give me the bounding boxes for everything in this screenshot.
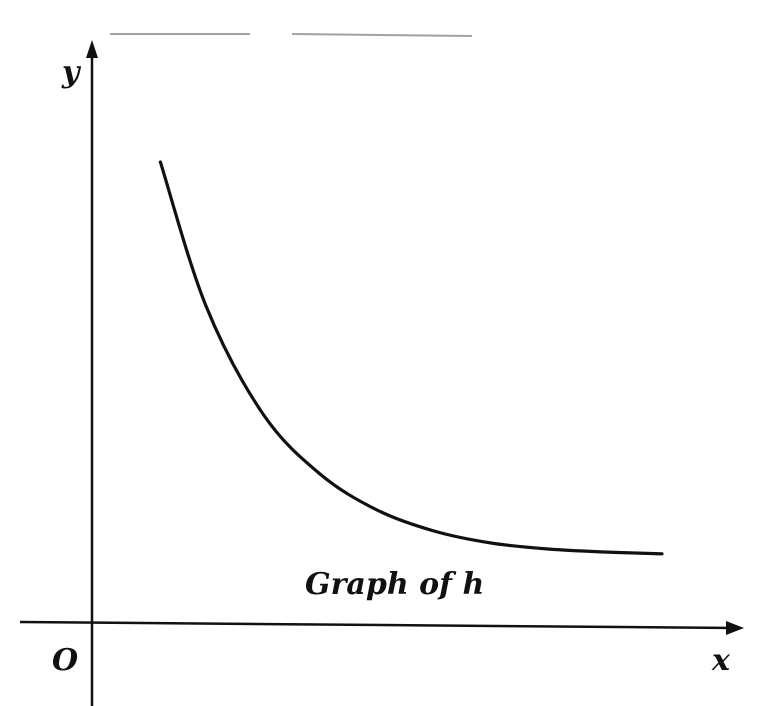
y-axis-arrow-icon — [86, 40, 98, 58]
origin-label: O — [52, 643, 78, 678]
y-axis-letter: y — [61, 55, 82, 90]
graph-of-h-curve — [158, 160, 664, 556]
x-axis-arrow-icon — [726, 621, 744, 635]
x-axis-letter: x — [711, 643, 731, 678]
x-axis — [19, 620, 736, 630]
scan-mark-right — [291, 33, 473, 37]
graph-annotation: Graph of h — [305, 567, 484, 602]
axes — [19, 40, 744, 706]
scan-artifacts — [110, 33, 473, 37]
